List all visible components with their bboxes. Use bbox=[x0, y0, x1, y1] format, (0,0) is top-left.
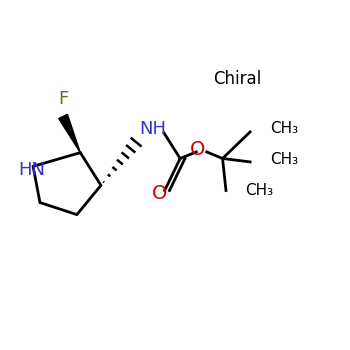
Text: O: O bbox=[152, 184, 167, 203]
Text: Chiral: Chiral bbox=[213, 70, 261, 88]
Text: CH₃: CH₃ bbox=[246, 183, 274, 198]
Text: F: F bbox=[58, 90, 68, 108]
Polygon shape bbox=[59, 114, 80, 153]
Text: NH: NH bbox=[139, 119, 166, 138]
Text: CH₃: CH₃ bbox=[270, 152, 298, 167]
Text: O: O bbox=[190, 140, 205, 159]
Text: HN: HN bbox=[19, 161, 46, 179]
Text: CH₃: CH₃ bbox=[270, 121, 298, 136]
